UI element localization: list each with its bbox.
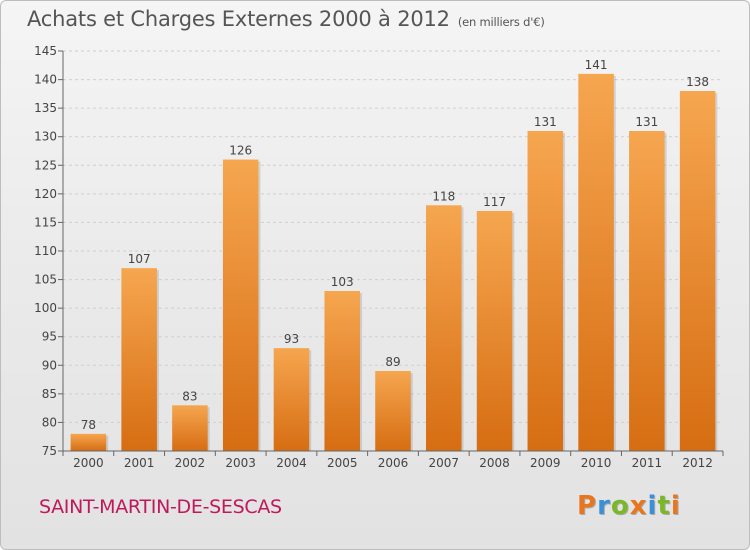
bar-value-label: 126	[229, 144, 252, 158]
y-tick-label: 75	[42, 444, 57, 458]
chart-subtitle: (en milliers d'€)	[457, 15, 545, 29]
bar-value-label: 131	[534, 115, 557, 129]
x-tick-label: 2003	[225, 456, 256, 470]
bar	[476, 211, 513, 451]
bar-value-label: 131	[635, 115, 658, 129]
bar-value-label: 78	[81, 418, 96, 432]
y-tick-label: 145	[34, 44, 57, 58]
y-tick-label: 120	[34, 187, 57, 201]
y-tick-label: 135	[34, 101, 57, 115]
bar	[629, 131, 665, 451]
bar	[527, 131, 564, 451]
y-tick-label: 95	[42, 330, 57, 344]
x-tick-label: 2011	[632, 456, 663, 470]
x-tick-label: 2001	[124, 456, 155, 470]
logo-letter: o	[610, 491, 630, 521]
bar	[70, 433, 107, 451]
logo-letter: P	[577, 491, 598, 521]
bar-value-label: 93	[284, 332, 299, 346]
bar-value-label: 138	[686, 75, 709, 89]
x-tick-label: 2002	[175, 456, 206, 470]
bar-value-label: 83	[182, 389, 197, 403]
y-tick-label: 130	[34, 130, 57, 144]
x-tick-label: 2007	[428, 456, 459, 470]
chart-title: Achats et Charges Externes 2000 à 2012 (e…	[27, 7, 545, 31]
bar	[222, 159, 259, 452]
y-tick-label: 90	[42, 358, 57, 372]
bar-value-label: 103	[331, 275, 354, 289]
y-tick-label: 125	[34, 158, 57, 172]
bar-layer: 78 107 83 126 93 103 89 118 117 131 141 131 138	[70, 58, 718, 452]
x-tick-label: 2004	[276, 456, 307, 470]
bar	[324, 291, 360, 451]
bar	[273, 348, 310, 451]
axis-layer: 75 80 85 90 95 100 105 110 115 120 125 130 135 140 145…	[34, 44, 724, 470]
x-tick-label: 2006	[378, 456, 409, 470]
logo-letter: i	[647, 491, 658, 521]
bar-value-label: 89	[385, 355, 400, 369]
y-tick-label: 110	[34, 244, 57, 258]
title-text: Achats et Charges Externes 2000 à 2012	[27, 7, 450, 31]
y-tick-label: 105	[34, 273, 57, 287]
bar-value-label: 118	[432, 189, 455, 203]
bar	[172, 405, 208, 451]
y-tick-label: 85	[42, 387, 57, 401]
logo-letter: i	[670, 491, 681, 521]
proxiti-logo: Proxiti	[577, 491, 681, 521]
location-label: SAINT-MARTIN-DE-SESCAS	[39, 496, 282, 518]
bar-value-label: 141	[585, 58, 608, 72]
bar-value-label: 117	[483, 195, 506, 209]
y-tick-label: 80	[42, 415, 57, 429]
logo-letter: r	[597, 491, 611, 521]
bar	[679, 91, 716, 451]
y-tick-label: 115	[34, 215, 57, 229]
x-tick-label: 2005	[327, 456, 358, 470]
x-tick-label: 2000	[73, 456, 104, 470]
bar-value-label: 107	[128, 252, 151, 266]
bar	[121, 268, 157, 451]
x-tick-label: 2009	[530, 456, 561, 470]
bar	[426, 205, 462, 451]
bar	[578, 73, 614, 451]
logo-letter: x	[629, 491, 648, 521]
bar	[375, 371, 411, 451]
x-tick-label: 2010	[581, 456, 612, 470]
y-tick-label: 100	[34, 301, 57, 315]
x-tick-label: 2008	[479, 456, 510, 470]
logo-letter: t	[657, 491, 671, 521]
x-tick-label: 2012	[682, 456, 713, 470]
y-tick-label: 140	[34, 73, 57, 87]
